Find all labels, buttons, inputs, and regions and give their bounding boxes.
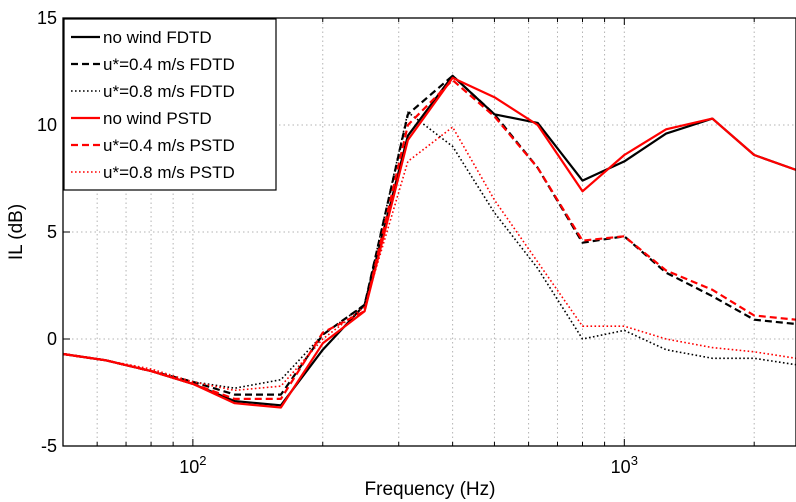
series-line-6 <box>62 126 796 392</box>
series-line-2 <box>62 74 796 396</box>
y-tick-label: 10 <box>37 115 57 135</box>
legend-label-5: u*=0.4 m/s PSTD <box>103 136 235 155</box>
y-tick-label: 15 <box>37 8 57 28</box>
legend-label-3: u*=0.8 m/s FDTD <box>103 82 235 101</box>
x-axis-label: Frequency (Hz) <box>365 479 496 500</box>
legend-label-4: no wind PSTD <box>103 109 212 128</box>
legend-label-1: no wind FDTD <box>103 28 212 47</box>
series-lines <box>62 74 796 409</box>
y-axis-label: IL (dB) <box>6 204 27 260</box>
y-tick-label: 5 <box>47 222 57 242</box>
legend: no wind FDTD u*=0.4 m/s FDTD u*=0.8 m/s FD… <box>63 18 277 191</box>
series-line-3 <box>62 111 796 390</box>
series-line-5 <box>62 78 796 400</box>
legend-label-6: u*=0.8 m/s PSTD <box>103 163 235 182</box>
y-tick-label: -5 <box>41 436 57 456</box>
legend-label-2: u*=0.4 m/s FDTD <box>103 55 235 74</box>
x-tick-label: 103 <box>611 453 638 477</box>
legend-box <box>63 18 277 191</box>
x-tick-label: 102 <box>179 453 206 477</box>
axis-ticks: -5 0 5 10 15 102 103 <box>37 8 755 477</box>
y-tick-label: 0 <box>47 329 57 349</box>
